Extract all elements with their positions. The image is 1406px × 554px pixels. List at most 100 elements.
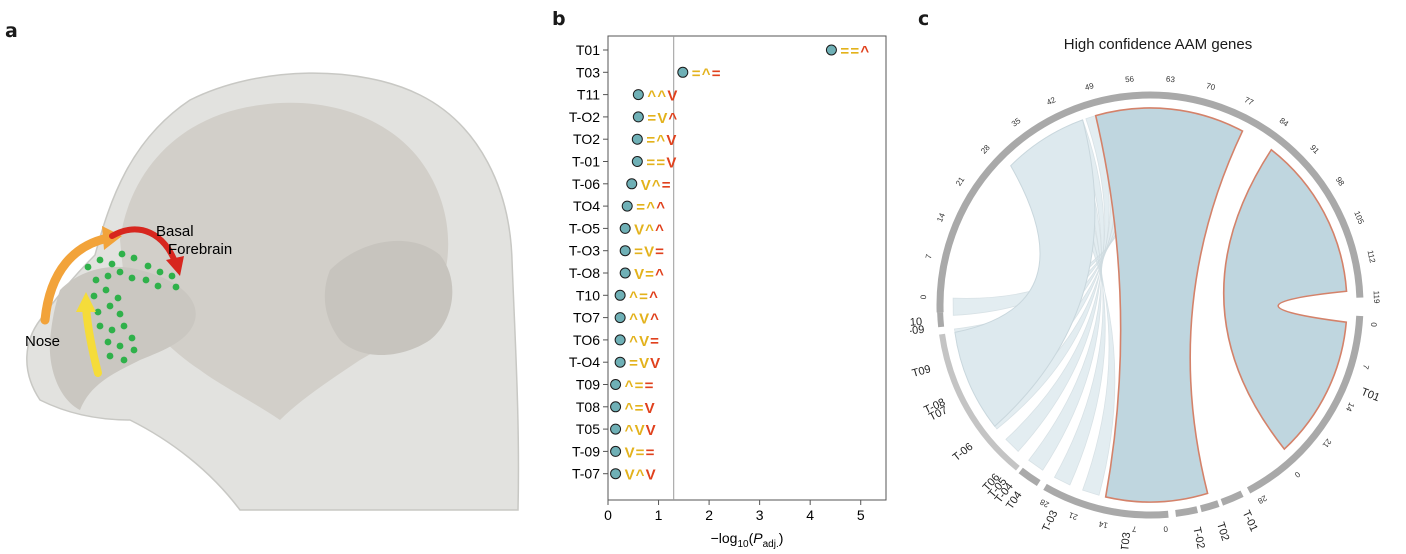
green-dot — [116, 310, 124, 318]
point-annotation-symbol: ^ — [655, 221, 664, 238]
ring-tick-label: 0 — [1163, 524, 1169, 533]
y-tick-label: T09 — [576, 377, 600, 393]
ring-tick-label: 49 — [1084, 81, 1096, 92]
point-annotation-symbol: = — [635, 378, 644, 395]
point-annotation-symbol: = — [646, 132, 655, 149]
point-annotation-symbol: V — [639, 333, 649, 350]
y-tick-label: T-06 — [572, 176, 600, 192]
data-point — [614, 312, 626, 324]
point-annotation-symbol: V — [666, 155, 676, 172]
y-tick-label: T08 — [576, 399, 600, 415]
data-point — [610, 468, 622, 480]
point-annotation-symbol: ^ — [645, 221, 654, 238]
point-annotation-symbol: V — [650, 355, 660, 372]
ring-tick-label: 0 — [1292, 470, 1302, 480]
point-annotation-symbol: = — [629, 355, 638, 372]
point-annotation-symbol: V — [634, 266, 644, 283]
ring-tick-label: 63 — [1166, 75, 1176, 85]
data-point — [619, 222, 631, 234]
data-point — [610, 445, 622, 457]
green-dot — [120, 322, 128, 330]
ring-tick-label: 14 — [1344, 401, 1356, 414]
ring-tick-label: 7 — [924, 253, 934, 260]
ring-segment-t-03 — [1018, 467, 1041, 487]
point-annotation-symbol: = — [639, 288, 648, 305]
chord-group-label: T09 — [911, 363, 933, 380]
point-annotation-symbol: ^ — [702, 65, 711, 82]
orange-arrow-icon — [40, 233, 113, 325]
ring-segment-t-02 — [1175, 506, 1199, 517]
point-annotation-symbol: ^ — [656, 199, 665, 216]
point-annotation-symbol: ^ — [629, 311, 638, 328]
data-point — [610, 379, 622, 390]
y-tick-label: T-07 — [572, 466, 600, 482]
green-dot — [104, 272, 112, 280]
point-annotation-symbol: = — [850, 43, 859, 60]
point-annotation-symbol: = — [692, 65, 701, 82]
ribbon-right — [1222, 148, 1348, 451]
green-dot — [128, 334, 136, 342]
point-annotation-symbol: = — [645, 378, 654, 395]
y-tick-label: T11 — [577, 87, 600, 103]
ring-tick-label: 7 — [1131, 524, 1137, 533]
ring-segment-t10 — [937, 312, 945, 328]
ring-tick-label: 42 — [1045, 95, 1057, 107]
ring-segment-t02 — [1199, 500, 1220, 513]
ring-tick-label: 7 — [1361, 363, 1371, 370]
ring-tick-label: 70 — [1205, 81, 1217, 92]
cerebellum-region — [324, 240, 453, 355]
chord-group-label: T-02 — [1190, 526, 1206, 549]
ring-tick-label: 28 — [1038, 497, 1051, 509]
green-dot — [96, 322, 104, 330]
point-annotation-symbol: ^ — [652, 177, 661, 194]
plot-frame — [607, 35, 887, 501]
yellow-arrow-head-icon — [76, 292, 96, 312]
point-annotation-symbol: V — [641, 177, 651, 194]
chord-group-label: T-03 — [1040, 509, 1060, 534]
ring-segment-main — [936, 91, 1364, 313]
ring-tick-label: 21 — [1320, 437, 1333, 450]
point-annotation-symbol: V — [645, 400, 655, 417]
point-annotation-symbol: V — [634, 221, 644, 238]
green-dot — [90, 292, 98, 300]
ring-segment-t01 — [1246, 315, 1364, 494]
x-tick-label: 1 — [655, 507, 663, 523]
yellow-arrow-icon — [82, 304, 102, 377]
x-tick-label: 5 — [857, 507, 865, 523]
y-tick-label: T05 — [576, 421, 600, 437]
data-point — [614, 356, 626, 368]
ring-tick-label: 105 — [1352, 210, 1366, 226]
point-annotation-symbol: ^ — [668, 110, 677, 127]
green-dot — [102, 286, 110, 294]
data-point — [631, 133, 643, 145]
y-tick-label: TO4 — [573, 198, 600, 214]
y-tick-label: TO2 — [573, 131, 600, 147]
point-annotation-symbol: ^ — [647, 88, 656, 105]
point-annotation-symbol: ^ — [646, 199, 655, 216]
label-forebrain: Forebrain — [168, 241, 232, 258]
data-point — [621, 200, 633, 212]
point-annotation-symbol: = — [634, 244, 643, 261]
point-annotation-symbol: = — [635, 400, 644, 417]
y-tick-label: T03 — [576, 64, 600, 80]
y-tick-label: T-O4 — [569, 354, 600, 370]
panel-b-letter: b — [552, 8, 566, 30]
label-basal: Basal — [156, 223, 194, 240]
point-annotation-symbol: ^ — [655, 266, 664, 283]
point-annotation-symbol: V — [625, 467, 635, 484]
green-dot — [108, 260, 116, 268]
point-annotation-symbol: ^ — [650, 311, 659, 328]
chord-group-label: T01 — [1359, 386, 1381, 404]
ring-tick-label: 84 — [1278, 116, 1291, 129]
data-point — [632, 111, 644, 123]
panel-c-letter: c — [918, 8, 930, 30]
x-axis-label: −log10(Padj.) — [711, 530, 784, 549]
point-annotation-symbol: V — [657, 110, 667, 127]
point-annotation-symbol: ^ — [649, 288, 658, 305]
green-dots — [84, 250, 180, 364]
green-dot — [142, 276, 150, 284]
point-annotation-symbol: V — [646, 467, 656, 484]
point-annotation-symbol: V — [639, 355, 649, 372]
ribbon-left — [954, 119, 1096, 428]
